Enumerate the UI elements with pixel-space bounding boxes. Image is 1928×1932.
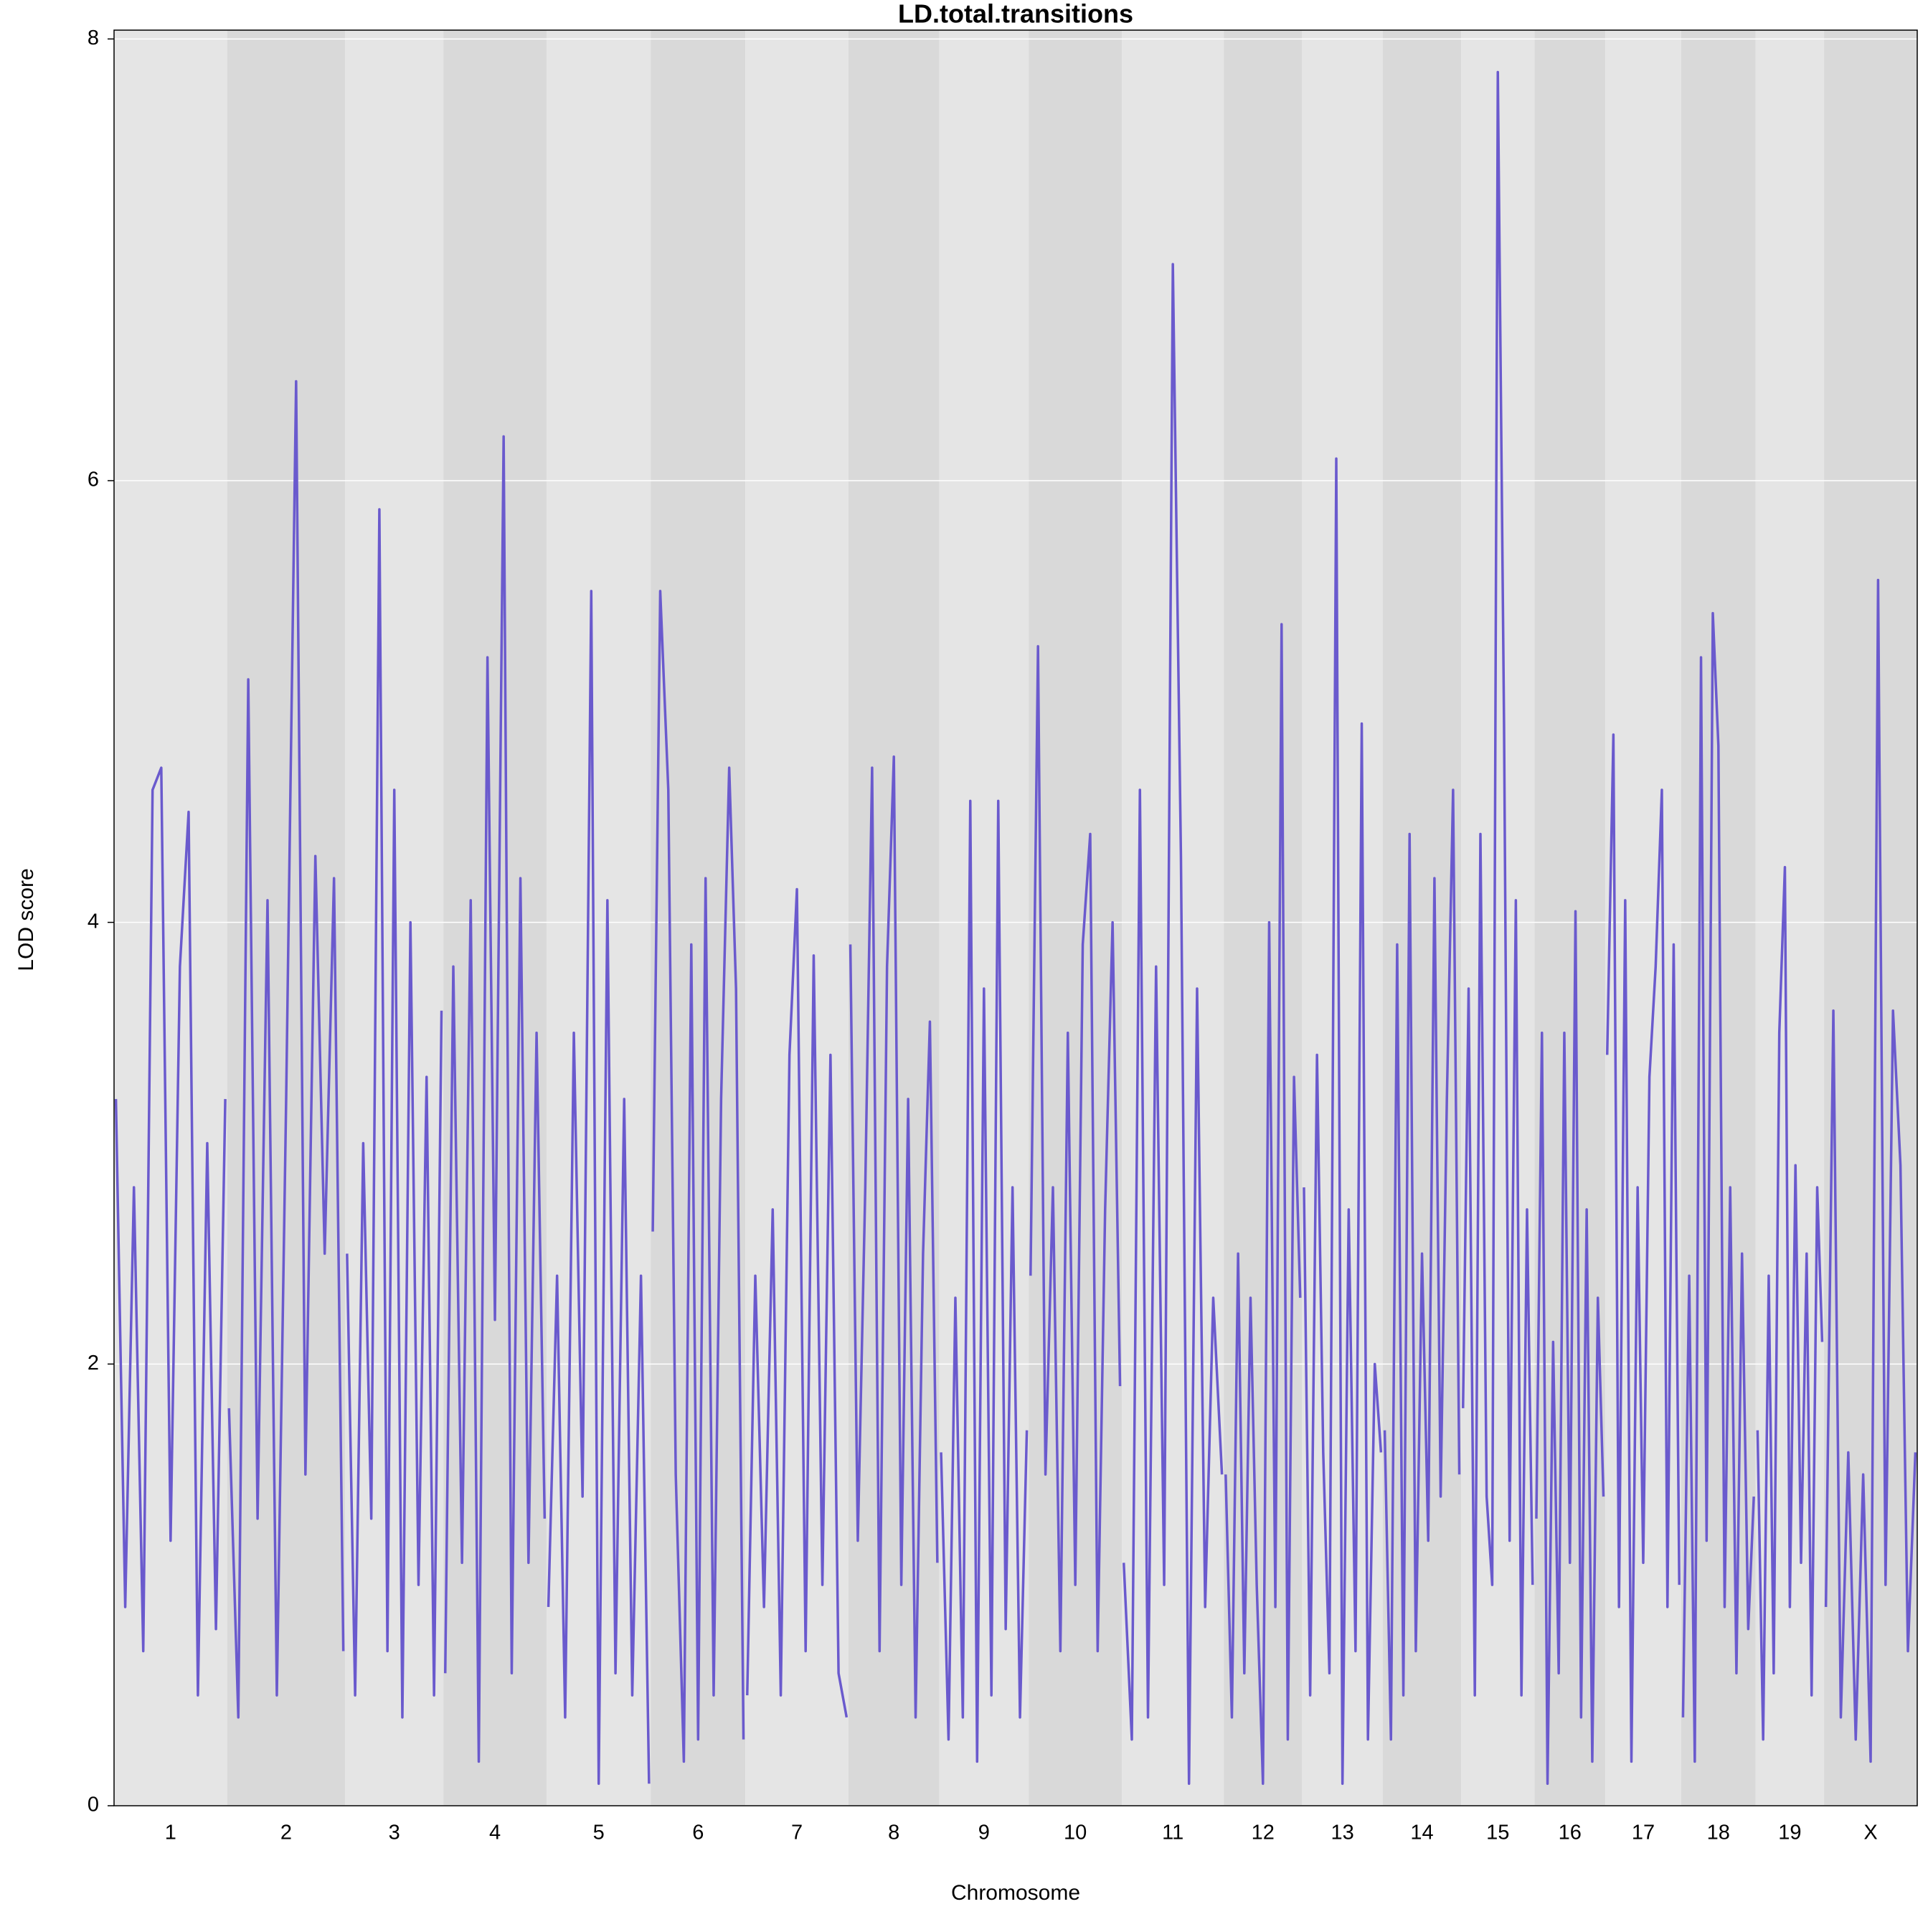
chromosome-band	[848, 30, 940, 1806]
lod-line	[1224, 623, 1302, 1785]
y-tick-label: 0	[88, 1794, 99, 1816]
lod-line	[547, 590, 651, 1785]
x-tick-label: 11	[1162, 1822, 1183, 1844]
lod-line	[114, 766, 227, 1697]
chromosome-band	[443, 30, 547, 1806]
lod-line	[1461, 70, 1534, 1697]
lod-lines	[114, 70, 1917, 1785]
chromosome-band	[1382, 30, 1462, 1806]
lod-line	[940, 799, 1029, 1763]
lod-line	[1535, 910, 1605, 1785]
x-tick-label: 7	[791, 1822, 803, 1844]
y-tick-label: 2	[88, 1352, 99, 1375]
lod-line	[443, 435, 547, 1763]
chromosome-band	[546, 30, 651, 1806]
x-tick-label: 10	[1064, 1822, 1087, 1844]
chromosome-band	[651, 30, 746, 1806]
lod-line	[849, 755, 939, 1719]
lod-line	[1029, 645, 1122, 1653]
lod-line	[1824, 578, 1917, 1763]
x-tick-label: 14	[1410, 1822, 1433, 1844]
y-tick-label: 8	[88, 27, 99, 50]
x-tick-label: 19	[1778, 1822, 1801, 1844]
lod-line	[746, 887, 849, 1718]
lod-line	[1756, 865, 1824, 1741]
x-tick-label: 17	[1632, 1822, 1655, 1844]
lod-line	[1122, 263, 1224, 1785]
x-tick-label: 1	[165, 1822, 176, 1844]
lod-line	[651, 590, 745, 1763]
x-tick-label: 6	[692, 1822, 704, 1844]
chromosome-bands	[114, 30, 1917, 1806]
x-tick-label: 8	[888, 1822, 899, 1844]
lod-line	[1681, 611, 1755, 1763]
lod-line	[1303, 457, 1383, 1785]
x-tick-label: 18	[1707, 1822, 1730, 1844]
chromosome-band	[1302, 30, 1383, 1806]
chromosome-band	[939, 30, 1029, 1806]
y-tick-label: 6	[88, 468, 99, 491]
x-tick-label: 15	[1486, 1822, 1509, 1844]
lod-line	[227, 380, 345, 1719]
plot-frame	[113, 29, 1918, 1806]
lod-line	[1383, 788, 1461, 1741]
lod-line	[346, 508, 443, 1719]
x-tick-label: 12	[1252, 1822, 1275, 1844]
x-tick-label: X	[1863, 1822, 1877, 1844]
y-tick-label: 4	[88, 910, 99, 933]
x-axis-label: Chromosome	[951, 1881, 1080, 1905]
x-tick-label: 5	[593, 1822, 605, 1844]
x-tick-label: 3	[389, 1822, 400, 1844]
x-tick-label: 2	[280, 1822, 292, 1844]
x-tick-label: 16	[1559, 1822, 1582, 1844]
x-tick-label: 4	[489, 1822, 501, 1844]
chart-title: LD.total.transitions	[898, 0, 1133, 29]
y-axis-label: LOD score	[14, 868, 38, 971]
lod-line	[1605, 733, 1681, 1763]
x-tick-label: 13	[1331, 1822, 1354, 1844]
x-tick-label: 9	[978, 1822, 990, 1844]
